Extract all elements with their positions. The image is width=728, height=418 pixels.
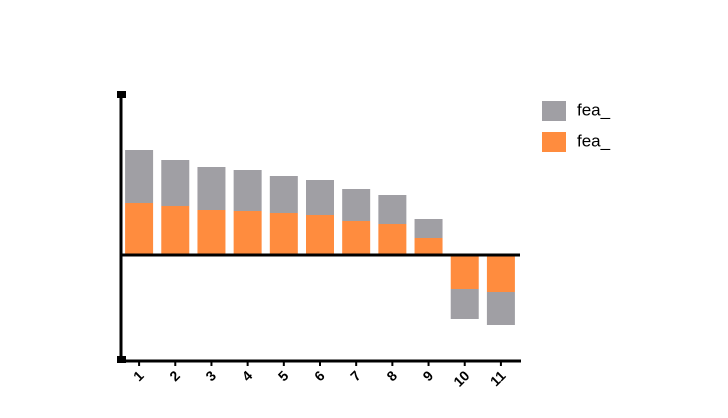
x-tick-label: 9 <box>419 367 436 384</box>
x-tick-label: 6 <box>311 367 328 384</box>
bar-segment <box>269 176 298 213</box>
bar-segment <box>450 255 479 289</box>
plot-area <box>125 150 515 325</box>
x-tick-label: 5 <box>275 367 292 384</box>
bar-segment <box>233 170 262 211</box>
x-tick-label: 10 <box>450 367 472 389</box>
legend-label: fea_ <box>577 100 611 119</box>
bar-segment <box>197 210 226 255</box>
legend-swatch <box>542 101 566 121</box>
axis-cap <box>117 91 126 98</box>
bar-segment <box>450 289 479 319</box>
bar-segment <box>378 224 407 255</box>
legend-swatch <box>542 132 566 152</box>
legend-label: fea_ <box>577 131 611 150</box>
bar-segment <box>378 195 407 224</box>
bar-segment <box>161 206 190 255</box>
bar-segment <box>197 167 226 210</box>
bar-segment <box>306 180 334 215</box>
x-tick-label: 7 <box>347 367 364 384</box>
bar-segment <box>486 292 515 325</box>
bar-segment <box>125 150 154 203</box>
bar-segment <box>342 189 371 221</box>
bar-segment <box>414 238 443 255</box>
bar-segment <box>269 213 298 255</box>
bar-segment <box>161 160 190 206</box>
bar-segment <box>342 221 371 255</box>
bar-segment <box>233 211 262 255</box>
x-tick-label: 8 <box>383 367 400 384</box>
x-tick-label: 2 <box>166 367 183 384</box>
x-tick-label: 4 <box>239 367 256 384</box>
x-tick-label: 3 <box>202 367 219 384</box>
x-tick-label: 1 <box>130 367 147 384</box>
bar-segment <box>414 219 443 238</box>
bar-segment <box>125 203 154 255</box>
x-tick-label: 11 <box>487 367 509 389</box>
bar-segment <box>306 215 334 255</box>
bar-segment <box>486 255 515 292</box>
